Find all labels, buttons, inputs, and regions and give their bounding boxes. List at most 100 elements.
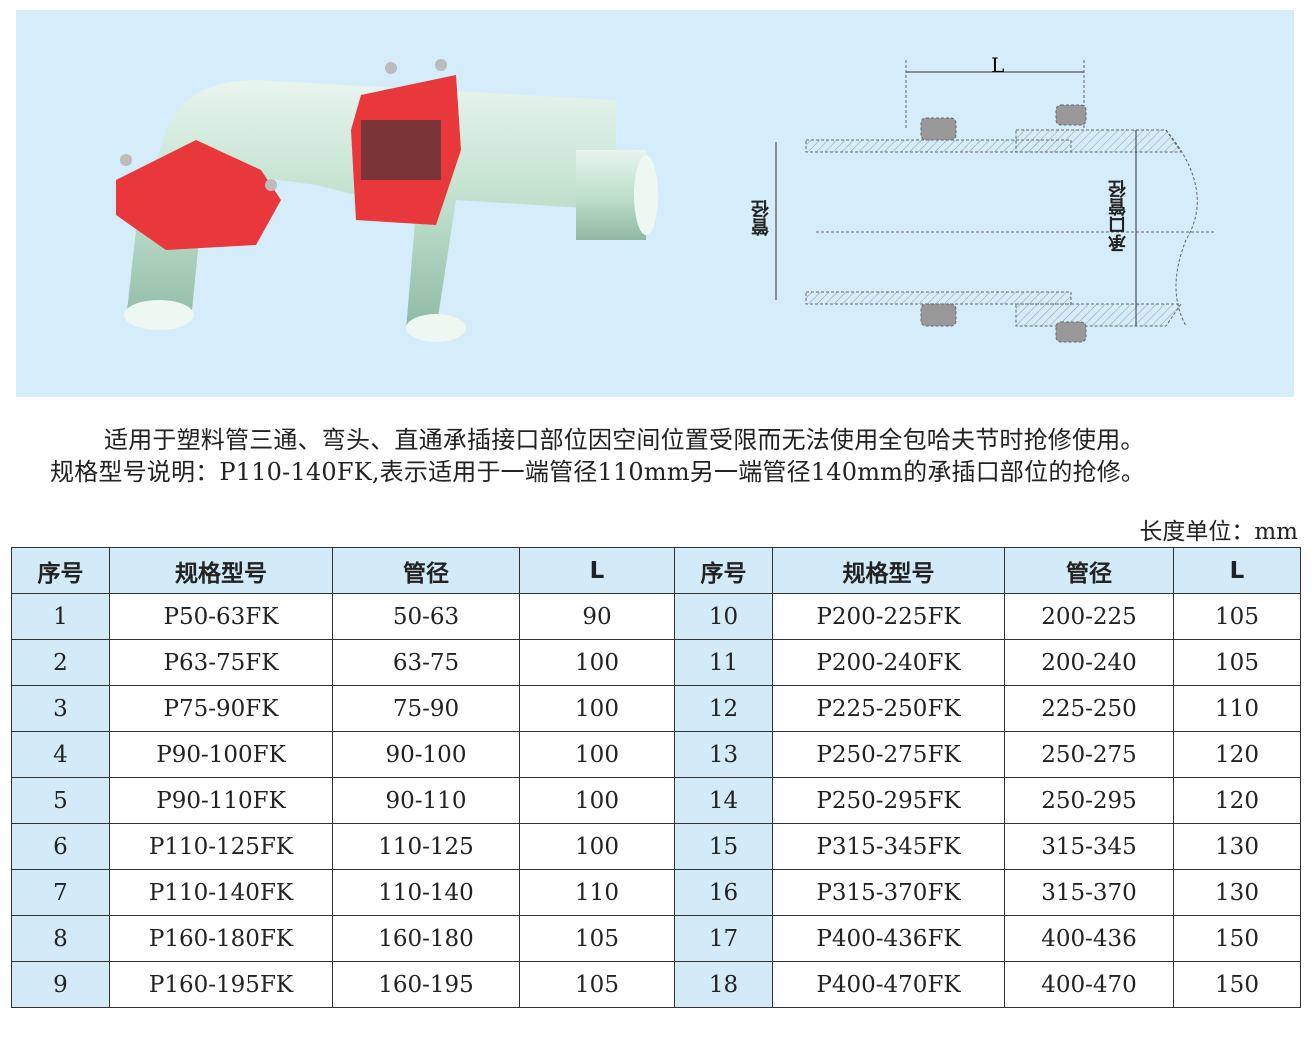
table-cell: 8 [11, 915, 110, 962]
table-cell: 225-250 [1004, 685, 1174, 732]
table-row: 2 P63-75FK 63-75 100 11 P200-240FK 200-240 105 [11, 639, 1301, 686]
pipe-fitting-photo [116, 59, 658, 342]
spec-table: 序号 规格型号 管径 L 序号 规格型号 管径 L 1 P50-63FK 50-63 90 10 P20… [11, 547, 1301, 1008]
table-cell: 120 [1173, 731, 1301, 778]
column-header: 序号 [674, 547, 773, 594]
unit-note: 长度单位：mm [1139, 519, 1298, 545]
table-cell: 315-370 [1004, 869, 1174, 916]
table-cell: P400-436FK [772, 915, 1005, 962]
dimension-L: L [991, 53, 1004, 77]
table-cell: 400-470 [1004, 961, 1174, 1008]
table-cell: 200-240 [1004, 639, 1174, 686]
table-cell: 12 [674, 685, 773, 732]
table-cell: P75-90FK [109, 685, 333, 732]
table-cell: P250-275FK [772, 731, 1005, 778]
table-cell: P200-225FK [772, 593, 1005, 640]
table-cell: 1 [11, 593, 110, 640]
table-cell: 11 [674, 639, 773, 686]
table-cell: 250-275 [1004, 731, 1174, 778]
table-cell: 100 [519, 823, 675, 870]
table-cell: 50-63 [332, 593, 520, 640]
table-cell: P400-470FK [772, 961, 1005, 1008]
table-row: 7 P110-140FK 110-140 110 16 P315-370FK 315-370… [11, 869, 1301, 916]
description-line-2: 规格型号说明：P110-140FK,表示适用于一端管径110mm另一端管径140… [50, 458, 1146, 486]
table-cell: 200-225 [1004, 593, 1174, 640]
column-header: 规格型号 [109, 547, 333, 594]
table-cell: 90 [519, 593, 675, 640]
table-row: 8 P160-180FK 160-180 105 17 P400-436FK 400-436… [11, 915, 1301, 962]
table-cell: P110-140FK [109, 869, 333, 916]
table-cell: 5 [11, 777, 110, 824]
table-cell: 10 [674, 593, 773, 640]
column-header: 序号 [11, 547, 110, 594]
table-cell: P110-125FK [109, 823, 333, 870]
table-cell: 160-195 [332, 961, 520, 1008]
table-cell: 14 [674, 777, 773, 824]
table-cell: 75-90 [332, 685, 520, 732]
column-header: 规格型号 [772, 547, 1005, 594]
column-header: L [1173, 547, 1301, 594]
table-cell: P160-180FK [109, 915, 333, 962]
column-header: 管径 [1004, 547, 1174, 594]
description-line-1: 适用于塑料管三通、弯头、直通承插接口部位因空间位置受限而无法使用全包哈夫节时抢修… [104, 426, 1145, 454]
table-cell: 9 [11, 961, 110, 1008]
pipe-diameter-label: 管径 [751, 200, 772, 236]
table-cell: 105 [519, 915, 675, 962]
table-cell: 130 [1173, 869, 1301, 916]
table-cell: P225-250FK [772, 685, 1005, 732]
table-cell: 315-345 [1004, 823, 1174, 870]
socket-diameter-label: 承口管径 [1108, 180, 1129, 252]
table-row: 6 P110-125FK 110-125 100 15 P315-345FK 315-345… [11, 823, 1301, 870]
product-image-panel: L 管径 承口管径 [16, 10, 1294, 397]
table-cell: 160-180 [332, 915, 520, 962]
table-cell: 2 [11, 639, 110, 686]
table-cell: 6 [11, 823, 110, 870]
table-cell: 100 [519, 777, 675, 824]
table-cell: 110 [519, 869, 675, 916]
table-row: 5 P90-110FK 90-110 100 14 P250-295FK 250-295 12… [11, 777, 1301, 824]
table-cell: P63-75FK [109, 639, 333, 686]
table-row: 9 P160-195FK 160-195 105 18 P400-470FK 400-470… [11, 961, 1301, 1008]
table-cell: 250-295 [1004, 777, 1174, 824]
table-cell: 3 [11, 685, 110, 732]
table-cell: 105 [519, 961, 675, 1008]
table-cell: 105 [1173, 639, 1301, 686]
table-header-row: 序号 规格型号 管径 L 序号 规格型号 管径 L [11, 547, 1301, 594]
table-cell: 105 [1173, 593, 1301, 640]
table-cell: 100 [519, 639, 675, 686]
table-cell: 100 [519, 685, 675, 732]
table-row: 3 P75-90FK 75-90 100 12 P225-250FK 225-250 110 [11, 685, 1301, 732]
product-illustration: L [116, 53, 1216, 343]
table-cell: 15 [674, 823, 773, 870]
table-cell: 130 [1173, 823, 1301, 870]
table-cell: 110-140 [332, 869, 520, 916]
table-cell: P200-240FK [772, 639, 1005, 686]
column-header: 管径 [332, 547, 520, 594]
table-row: 1 P50-63FK 50-63 90 10 P200-225FK 200-225 105 [11, 593, 1301, 640]
table-cell: 13 [674, 731, 773, 778]
table-cell: P250-295FK [772, 777, 1005, 824]
table-cell: 100 [519, 731, 675, 778]
table-row: 4 P90-100FK 90-100 100 13 P250-275FK 250-275 12… [11, 731, 1301, 778]
table-cell: P90-110FK [109, 777, 333, 824]
table-cell: 110-125 [332, 823, 520, 870]
table-cell: 7 [11, 869, 110, 916]
table-cell: 90-100 [332, 731, 520, 778]
cross-section-drawing [775, 60, 1216, 343]
table-cell: P90-100FK [109, 731, 333, 778]
table-cell: 120 [1173, 777, 1301, 824]
table-cell: 17 [674, 915, 773, 962]
table-cell: 16 [674, 869, 773, 916]
table-cell: 150 [1173, 915, 1301, 962]
table-cell: 18 [674, 961, 773, 1008]
table-cell: 110 [1173, 685, 1301, 732]
table-cell: 400-436 [1004, 915, 1174, 962]
table-cell: 63-75 [332, 639, 520, 686]
table-cell: P50-63FK [109, 593, 333, 640]
table-cell: P315-345FK [772, 823, 1005, 870]
column-header: L [519, 547, 675, 594]
table-cell: P160-195FK [109, 961, 333, 1008]
table-cell: P315-370FK [772, 869, 1005, 916]
table-cell: 4 [11, 731, 110, 778]
table-cell: 150 [1173, 961, 1301, 1008]
